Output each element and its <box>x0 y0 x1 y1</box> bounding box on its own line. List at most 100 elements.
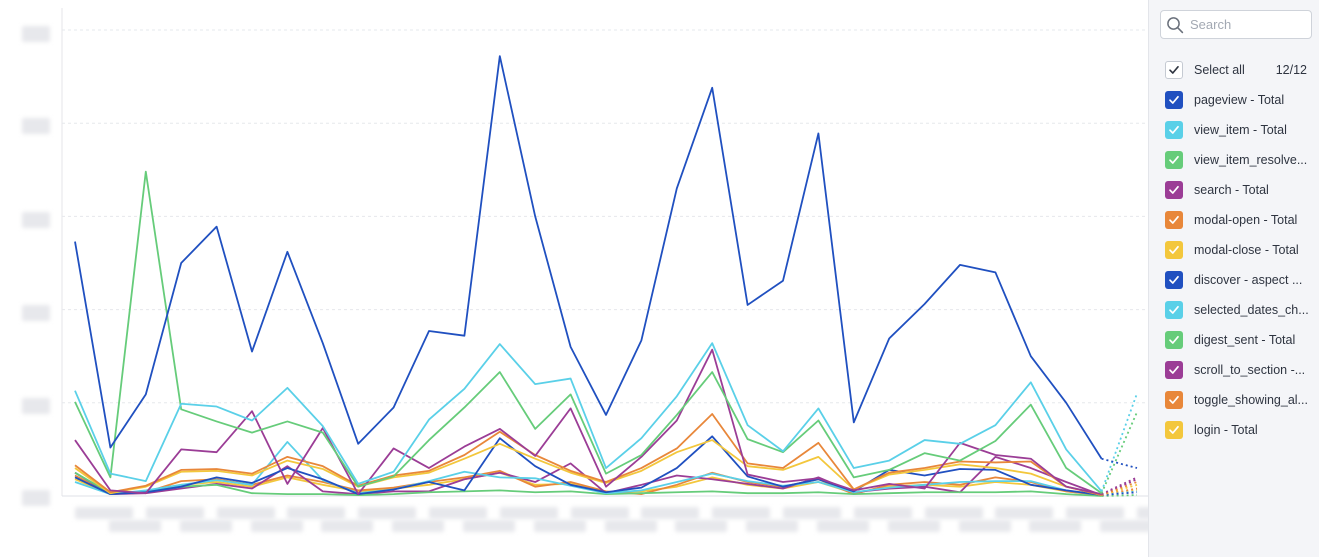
chart-area <box>22 8 1195 532</box>
checkmark-icon <box>1169 95 1179 104</box>
x-tick-label-redacted <box>1029 520 1082 532</box>
legend-item-label: search - Total <box>1194 183 1269 197</box>
legend-item-label: modal-close - Total <box>1194 243 1299 257</box>
series-line-partial-period[interactable] <box>1101 476 1138 495</box>
series-line[interactable] <box>74 55 1103 460</box>
legend-item-label: digest_sent - Total <box>1194 333 1296 347</box>
checkmark-icon <box>1169 395 1179 404</box>
legend-item-label: scroll_to_section -... <box>1194 363 1306 377</box>
series-line-partial-period[interactable] <box>1100 393 1138 492</box>
x-tick-label-redacted <box>853 507 912 519</box>
series-line-partial-period[interactable] <box>1101 491 1138 496</box>
checkmark-icon <box>1169 275 1179 284</box>
legend-item-label: modal-open - Total <box>1194 213 1298 227</box>
legend-item[interactable]: selected_dates_ch... <box>1165 300 1315 320</box>
y-tick-label-redacted <box>22 212 50 228</box>
series-line-partial-period[interactable] <box>1101 494 1138 497</box>
x-tick-label-redacted <box>358 507 417 519</box>
series-line[interactable] <box>74 439 1102 496</box>
legend-item[interactable]: search - Total <box>1165 180 1315 200</box>
selected-count: 12/12 <box>1275 63 1307 77</box>
select-all-checkbox[interactable] <box>1165 61 1183 79</box>
x-tick-label-redacted <box>109 520 161 532</box>
x-tick-label-redacted <box>604 520 657 532</box>
x-tick-label-redacted <box>675 520 728 532</box>
legend-item-checkbox[interactable] <box>1165 271 1183 289</box>
x-tick-label-redacted <box>924 507 983 519</box>
x-tick-label-redacted <box>287 507 346 519</box>
legend-item-label: selected_dates_ch... <box>1194 303 1309 317</box>
checkmark-icon <box>1169 425 1179 434</box>
series-line-partial-period[interactable] <box>1100 411 1138 494</box>
checkmark-icon <box>1169 245 1179 254</box>
checkmark-icon <box>1169 125 1179 134</box>
legend-item[interactable]: view_item_resolve... <box>1165 150 1315 170</box>
line-chart <box>61 8 1148 497</box>
legend-item[interactable]: login - Total <box>1165 420 1315 440</box>
legend-item-checkbox[interactable] <box>1165 241 1183 259</box>
series-line-partial-period[interactable] <box>1101 481 1138 496</box>
legend-item[interactable]: toggle_showing_al... <box>1165 390 1315 410</box>
y-tick-label-redacted <box>22 490 50 506</box>
legend-item-checkbox[interactable] <box>1165 91 1183 109</box>
x-tick-label-redacted <box>958 520 1011 532</box>
series-line[interactable] <box>74 342 1103 492</box>
legend-item[interactable]: pageview - Total <box>1165 90 1315 110</box>
x-tick-label-redacted <box>712 507 771 519</box>
legend-item-checkbox[interactable] <box>1165 301 1183 319</box>
legend-item-checkbox[interactable] <box>1165 361 1183 379</box>
x-tick-label-redacted <box>145 507 204 519</box>
y-tick-label-redacted <box>22 118 50 134</box>
checkmark-icon <box>1169 365 1179 374</box>
legend-item[interactable]: discover - aspect ... <box>1165 270 1315 290</box>
legend-item[interactable]: modal-open - Total <box>1165 210 1315 230</box>
x-tick-label-redacted <box>216 507 275 519</box>
legend-item-label: discover - aspect ... <box>1194 273 1303 287</box>
legend-item-checkbox[interactable] <box>1165 391 1183 409</box>
select-all-row[interactable]: Select all 12/12 <box>1165 60 1315 80</box>
legend-item[interactable]: view_item - Total <box>1165 120 1315 140</box>
legend-item-checkbox[interactable] <box>1165 331 1183 349</box>
x-tick-label-redacted <box>995 507 1054 519</box>
checkmark-icon <box>1169 155 1179 164</box>
x-tick-label-redacted <box>429 507 487 519</box>
legend-item-checkbox[interactable] <box>1165 121 1183 139</box>
series-line[interactable] <box>74 170 1103 494</box>
legend-item[interactable]: modal-close - Total <box>1165 240 1315 260</box>
series-line[interactable] <box>74 413 1102 496</box>
legend-panel: Select all 12/12 pageview - Total view_it… <box>1148 0 1319 557</box>
checkmark-icon <box>1169 66 1179 74</box>
legend-item[interactable]: scroll_to_section -... <box>1165 360 1315 380</box>
series-line[interactable] <box>74 471 1102 497</box>
search-box[interactable] <box>1160 10 1312 39</box>
checkmark-icon <box>1169 335 1179 344</box>
legend-item-label: pageview - Total <box>1194 93 1285 107</box>
checkmark-icon <box>1169 305 1179 314</box>
series-line-partial-period[interactable] <box>1101 457 1138 469</box>
legend-item[interactable]: digest_sent - Total <box>1165 330 1315 350</box>
x-tick-label-redacted <box>1100 520 1153 532</box>
legend-item-checkbox[interactable] <box>1165 421 1183 439</box>
legend-item-label: view_item - Total <box>1194 123 1287 137</box>
legend-item-label: view_item_resolve... <box>1194 153 1308 167</box>
legend-item-checkbox[interactable] <box>1165 181 1183 199</box>
legend-item-checkbox[interactable] <box>1165 151 1183 169</box>
x-tick-label-redacted <box>250 520 303 532</box>
x-tick-label-redacted <box>817 520 869 532</box>
legend-item-label: login - Total <box>1194 423 1258 437</box>
x-tick-label-redacted <box>887 520 940 532</box>
x-tick-label-redacted <box>392 520 445 532</box>
x-tick-label-redacted <box>321 520 374 532</box>
x-tick-label-redacted <box>533 520 586 532</box>
search-input[interactable] <box>1190 15 1305 34</box>
x-tick-label-redacted <box>570 507 629 519</box>
series-line[interactable] <box>74 435 1102 496</box>
y-tick-label-redacted <box>22 26 50 42</box>
series-line[interactable] <box>74 441 1102 496</box>
legend-item-checkbox[interactable] <box>1165 211 1183 229</box>
search-icon <box>1167 17 1184 34</box>
x-tick-label-redacted <box>499 507 558 519</box>
x-tick-label-redacted <box>641 507 700 519</box>
legend-item-label: toggle_showing_al... <box>1194 393 1308 407</box>
x-tick-label-redacted <box>783 507 841 519</box>
